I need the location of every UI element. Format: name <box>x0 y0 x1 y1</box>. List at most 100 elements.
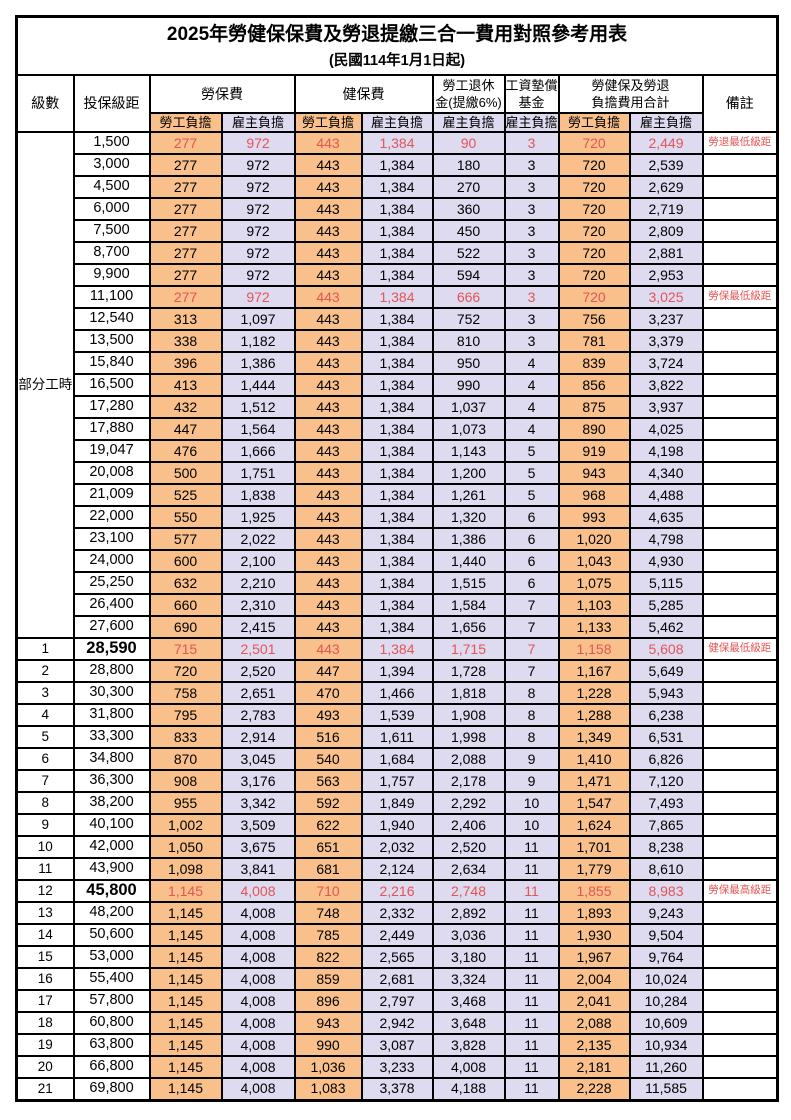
value-cell: 1,908 <box>431 703 506 727</box>
table-row: 17 57,800 1,145 4,008 896 2,797 3,468 11 2,041 10… <box>15 989 779 1013</box>
value-cell: 1,384 <box>360 285 434 309</box>
header-wage-fund-line2: 基金 <box>518 95 545 110</box>
value-cell: 2,797 <box>360 989 434 1013</box>
value-cell: 4,008 <box>220 879 296 903</box>
value-cell: 2,520 <box>431 835 506 859</box>
value-cell: 666 <box>431 285 506 309</box>
remark-cell <box>701 791 779 815</box>
value-cell: 443 <box>293 593 363 617</box>
bracket-cell: 34,800 <box>72 747 151 771</box>
value-cell: 11 <box>503 1011 560 1035</box>
level-cell: 20 <box>15 1055 75 1079</box>
value-cell: 525 <box>148 483 223 507</box>
value-cell: 3,379 <box>628 329 704 353</box>
bracket-cell: 13,500 <box>72 329 151 353</box>
value-cell: 1,564 <box>220 417 296 441</box>
value-cell: 563 <box>293 769 363 793</box>
value-cell: 795 <box>148 703 223 727</box>
bracket-cell: 3,000 <box>72 153 151 177</box>
value-cell: 277 <box>148 263 223 287</box>
value-cell: 1,097 <box>220 307 296 331</box>
value-cell: 720 <box>557 131 631 155</box>
value-cell: 1,384 <box>360 241 434 265</box>
value-cell: 4 <box>503 373 560 397</box>
value-cell: 2,088 <box>557 1011 631 1035</box>
bracket-cell: 1,500 <box>72 131 151 155</box>
value-cell: 11 <box>503 1077 560 1101</box>
bracket-cell: 57,800 <box>72 989 151 1013</box>
value-cell: 3 <box>503 175 560 199</box>
table-row: 17,280 432 1,512 443 1,384 1,037 4 875 3,937 <box>17 395 779 419</box>
bracket-cell: 40,100 <box>72 813 151 837</box>
level-cell: 7 <box>15 769 75 793</box>
value-cell: 1,386 <box>431 527 506 551</box>
value-cell: 1,471 <box>557 769 631 793</box>
value-cell: 396 <box>148 351 223 375</box>
value-cell: 660 <box>148 593 223 617</box>
value-cell: 955 <box>148 791 223 815</box>
value-cell: 1,133 <box>557 615 631 639</box>
value-cell: 447 <box>148 417 223 441</box>
fee-comparison-table: 2025年勞健保保費及勞退提繳三合一費用對照參考用表 (民國114年1月1日起)… <box>15 15 780 1102</box>
table-row: 7,500 277 972 443 1,384 450 3 720 2,809 <box>17 219 779 243</box>
value-cell: 1,656 <box>431 615 506 639</box>
value-cell: 5 <box>503 461 560 485</box>
remark-cell <box>701 263 779 287</box>
value-cell: 3 <box>503 307 560 331</box>
value-cell: 839 <box>557 351 631 375</box>
header-total-line1: 勞健保及勞退 <box>591 78 670 93</box>
value-cell: 11 <box>503 945 560 969</box>
value-cell: 7 <box>503 615 560 639</box>
value-cell: 3,324 <box>431 967 506 991</box>
bracket-cell: 9,900 <box>72 263 151 287</box>
value-cell: 3,937 <box>628 395 704 419</box>
value-cell: 2,634 <box>431 857 506 881</box>
value-cell: 1,547 <box>557 791 631 815</box>
value-cell: 2,651 <box>220 681 296 705</box>
remark-cell <box>701 439 779 463</box>
value-cell: 277 <box>148 241 223 265</box>
level-cell: 16 <box>15 967 75 991</box>
value-cell: 822 <box>293 945 363 969</box>
value-cell: 4,008 <box>220 1055 296 1079</box>
value-cell: 1,410 <box>557 747 631 771</box>
value-cell: 9,504 <box>628 923 704 947</box>
value-cell: 5,115 <box>628 571 704 595</box>
value-cell: 4 <box>503 417 560 441</box>
value-cell: 3,468 <box>431 989 506 1013</box>
value-cell: 990 <box>293 1033 363 1057</box>
level-cell: 4 <box>15 703 75 727</box>
value-cell: 443 <box>293 153 363 177</box>
value-cell: 450 <box>431 219 506 243</box>
table-row: 6 34,800 870 3,045 540 1,684 2,088 9 1,410 6,826 <box>15 747 779 771</box>
value-cell: 6 <box>503 527 560 551</box>
value-cell: 1,384 <box>360 219 434 243</box>
value-cell: 180 <box>431 153 506 177</box>
table-row: 15,840 396 1,386 443 1,384 950 4 839 3,724 <box>17 351 779 375</box>
header-pension-line2: 金(提繳6%) <box>435 95 502 110</box>
value-cell: 6,531 <box>628 725 704 749</box>
value-cell: 6 <box>503 549 560 573</box>
value-cell: 2,881 <box>628 241 704 265</box>
value-cell: 592 <box>293 791 363 815</box>
remark-cell <box>701 1011 779 1035</box>
remark-cell <box>701 769 779 793</box>
value-cell: 4,188 <box>431 1077 506 1101</box>
table-row: 4 31,800 795 2,783 493 1,539 1,908 8 1,288 6,238 <box>15 703 779 727</box>
bracket-cell: 20,008 <box>72 461 151 485</box>
table-row: 8,700 277 972 443 1,384 522 3 720 2,881 <box>17 241 779 265</box>
value-cell: 890 <box>557 417 631 441</box>
bracket-cell: 8,700 <box>72 241 151 265</box>
value-cell: 632 <box>148 571 223 595</box>
remark-cell <box>701 197 779 221</box>
value-cell: 360 <box>431 197 506 221</box>
value-cell: 3 <box>503 131 560 155</box>
value-cell: 443 <box>293 131 363 155</box>
bracket-cell: 16,500 <box>72 373 151 397</box>
value-cell: 2,022 <box>220 527 296 551</box>
remark-cell <box>701 681 779 705</box>
value-cell: 4,798 <box>628 527 704 551</box>
value-cell: 1,384 <box>360 351 434 375</box>
subheader-employer: 雇主負擔 <box>628 112 704 133</box>
page-title: 2025年勞健保保費及勞退提繳三合一費用對照參考用表 <box>166 23 628 45</box>
